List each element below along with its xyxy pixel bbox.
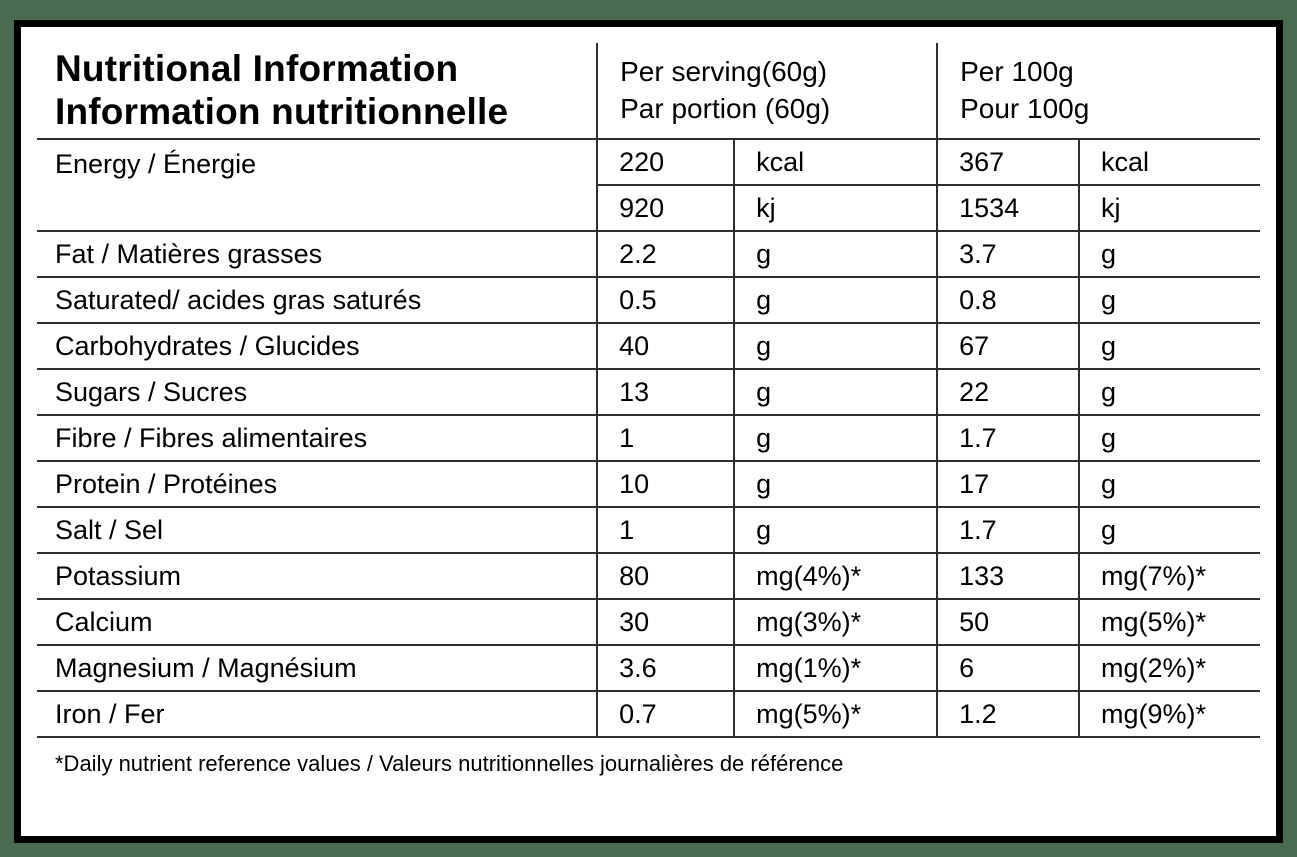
row-potassium: Potassium 80 mg(4%)* 133 mg(7%)* <box>37 552 1260 600</box>
row-protein-serving-unit: g <box>733 460 939 508</box>
row-carbohydrates: Carbohydrates / Glucides 40 g 67 g <box>37 322 1260 370</box>
row-sugars-serving-unit: g <box>733 368 939 416</box>
row-energy-kj-serving-unit: kj <box>733 184 939 232</box>
row-carbohydrates-serving-value: 40 <box>596 322 736 370</box>
row-carbohydrates-per100-value: 67 <box>936 322 1080 370</box>
row-iron-serving-unit: mg(5%)* <box>733 690 939 738</box>
row-energy-kj-serving-value: 920 <box>596 184 736 232</box>
row-iron-label: Iron / Fer <box>37 690 599 738</box>
table-header-row: Nutritional Information Information nutr… <box>37 43 1260 140</box>
row-sugars-serving-value: 13 <box>596 368 736 416</box>
row-saturated-serving-value: 0.5 <box>596 276 736 324</box>
row-carbohydrates-serving-unit: g <box>733 322 939 370</box>
row-salt-label: Salt / Sel <box>37 506 599 554</box>
row-potassium-per100-unit: mg(7%)* <box>1077 552 1260 600</box>
table-title-fr: Information nutritionnelle <box>55 90 509 132</box>
row-fibre-per100-value: 1.7 <box>936 414 1080 462</box>
row-energy-kcal-per100-value: 367 <box>936 138 1080 186</box>
row-saturated: Saturated/ acides gras saturés 0.5 g 0.8… <box>37 276 1260 324</box>
row-calcium: Calcium 30 mg(3%)* 50 mg(5%)* <box>37 598 1260 646</box>
footnote-text: *Daily nutrient reference values / Valeu… <box>37 736 1260 789</box>
row-protein-per100-unit: g <box>1077 460 1260 508</box>
row-energy-kcal-serving-value: 220 <box>596 138 736 186</box>
row-potassium-serving-unit: mg(4%)* <box>733 552 939 600</box>
table-title-en: Nutritional Information <box>55 47 459 89</box>
row-fibre-per100-unit: g <box>1077 414 1260 462</box>
row-potassium-label: Potassium <box>37 552 599 600</box>
row-sugars: Sugars / Sucres 13 g 22 g <box>37 368 1260 416</box>
row-fat-per100-value: 3.7 <box>936 230 1080 278</box>
row-energy: Energy / Énergie 220 kcal 367 kcal <box>37 138 1260 232</box>
table-title: Nutritional Information Information nutr… <box>37 43 599 140</box>
per-serving-label-fr: Par portion (60g) <box>620 92 831 124</box>
row-potassium-per100-value: 133 <box>936 552 1080 600</box>
row-protein-serving-value: 10 <box>596 460 736 508</box>
row-saturated-per100-value: 0.8 <box>936 276 1080 324</box>
row-carbohydrates-per100-unit: g <box>1077 322 1260 370</box>
row-protein-label: Protein / Protéines <box>37 460 599 508</box>
row-magnesium-serving-value: 3.6 <box>596 644 736 692</box>
row-fibre: Fibre / Fibres alimentaires 1 g 1.7 g <box>37 414 1260 462</box>
footnote-row: *Daily nutrient reference values / Valeu… <box>37 736 1260 789</box>
row-magnesium-per100-unit: mg(2%)* <box>1077 644 1260 692</box>
column-header-per-100g: Per 100g Pour 100g <box>936 43 1260 140</box>
row-fibre-label: Fibre / Fibres alimentaires <box>37 414 599 462</box>
row-iron-per100-value: 1.2 <box>936 690 1080 738</box>
row-energy-kj-per100-unit: kj <box>1077 184 1260 232</box>
row-energy-kj: 920 kj 1534 kj <box>37 184 1260 232</box>
row-fat-serving-unit: g <box>733 230 939 278</box>
row-magnesium-serving-unit: mg(1%)* <box>733 644 939 692</box>
row-fat-serving-value: 2.2 <box>596 230 736 278</box>
row-magnesium-per100-value: 6 <box>936 644 1080 692</box>
row-calcium-per100-value: 50 <box>936 598 1080 646</box>
row-energy-kcal-serving-unit: kcal <box>733 138 939 186</box>
row-energy-kcal-per100-unit: kcal <box>1077 138 1260 186</box>
row-salt-serving-unit: g <box>733 506 939 554</box>
row-protein-per100-value: 17 <box>936 460 1080 508</box>
row-sugars-per100-value: 22 <box>936 368 1080 416</box>
row-potassium-serving-value: 80 <box>596 552 736 600</box>
row-salt: Salt / Sel 1 g 1.7 g <box>37 506 1260 554</box>
row-saturated-per100-unit: g <box>1077 276 1260 324</box>
row-fat-label: Fat / Matières grasses <box>37 230 599 278</box>
row-calcium-serving-unit: mg(3%)* <box>733 598 939 646</box>
row-fat: Fat / Matières grasses 2.2 g 3.7 g <box>37 230 1260 278</box>
row-salt-per100-value: 1.7 <box>936 506 1080 554</box>
row-sugars-label: Sugars / Sucres <box>37 368 599 416</box>
row-fibre-serving-unit: g <box>733 414 939 462</box>
row-energy-label: Energy / Énergie <box>37 138 599 232</box>
row-saturated-serving-unit: g <box>733 276 939 324</box>
per-serving-label-en: Per serving(60g) <box>620 55 828 87</box>
row-energy-kj-per100-value: 1534 <box>936 184 1080 232</box>
row-fat-per100-unit: g <box>1077 230 1260 278</box>
row-salt-per100-unit: g <box>1077 506 1260 554</box>
column-header-per-serving: Per serving(60g) Par portion (60g) <box>596 43 939 140</box>
row-salt-serving-value: 1 <box>596 506 736 554</box>
row-protein: Protein / Protéines 10 g 17 g <box>37 460 1260 508</box>
row-magnesium: Magnesium / Magnésium 3.6 mg(1%)* 6 mg(2… <box>37 644 1260 692</box>
nutrition-table: Nutritional Information Information nutr… <box>37 43 1260 789</box>
per-100g-label-fr: Pour 100g <box>960 92 1090 124</box>
row-sugars-per100-unit: g <box>1077 368 1260 416</box>
row-carbohydrates-label: Carbohydrates / Glucides <box>37 322 599 370</box>
label-panel: Nutritional Information Information nutr… <box>14 20 1283 843</box>
row-iron-per100-unit: mg(9%)* <box>1077 690 1260 738</box>
row-iron: Iron / Fer 0.7 mg(5%)* 1.2 mg(9%)* <box>37 690 1260 738</box>
row-calcium-serving-value: 30 <box>596 598 736 646</box>
row-fibre-serving-value: 1 <box>596 414 736 462</box>
row-magnesium-label: Magnesium / Magnésium <box>37 644 599 692</box>
row-iron-serving-value: 0.7 <box>596 690 736 738</box>
row-calcium-per100-unit: mg(5%)* <box>1077 598 1260 646</box>
per-100g-label-en: Per 100g <box>960 55 1074 87</box>
row-saturated-label: Saturated/ acides gras saturés <box>37 276 599 324</box>
row-calcium-label: Calcium <box>37 598 599 646</box>
